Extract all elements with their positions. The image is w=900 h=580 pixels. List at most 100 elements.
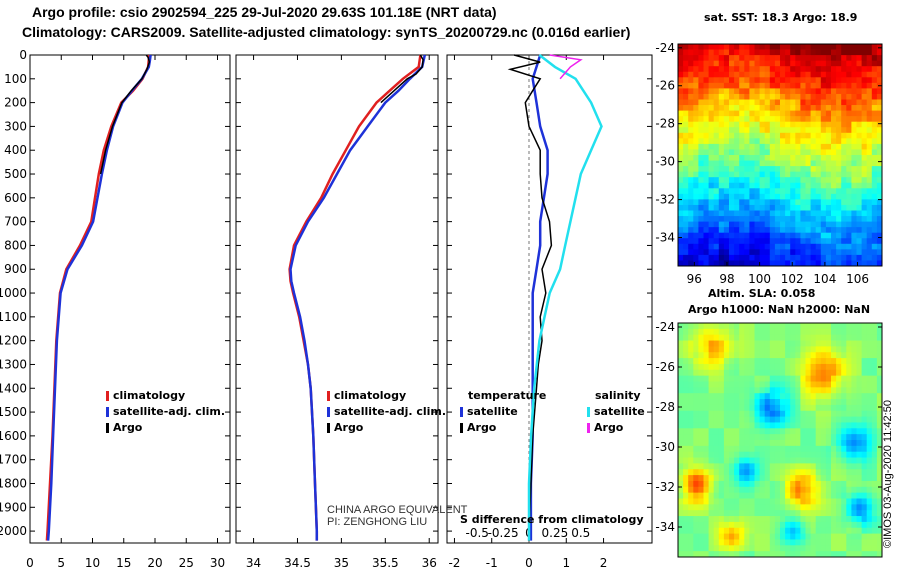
sst-map-cell — [769, 105, 776, 111]
sla-map-cell — [831, 410, 837, 417]
sst-map-cell — [866, 238, 873, 245]
sst-map-cell — [744, 193, 750, 200]
sla-map-cell — [825, 504, 832, 511]
sla-map-cell — [785, 486, 791, 494]
sst-map-cell — [805, 254, 811, 261]
sst-map-cell — [790, 116, 796, 123]
sla-map-cell — [820, 369, 827, 377]
sst-map-cell — [744, 121, 750, 128]
sla-map-cell — [693, 498, 699, 505]
sst-map-cell — [795, 66, 801, 73]
sst-map-cell — [795, 243, 801, 250]
sla-map-cell — [836, 445, 842, 453]
sst-map-cell — [815, 210, 822, 217]
sla-map-cell — [846, 469, 852, 476]
sst-map-cell — [856, 216, 862, 222]
sst-map-cell — [861, 254, 868, 261]
sla-map-cell — [764, 504, 771, 511]
sla-map-cell — [836, 480, 842, 488]
sst-map-cell — [678, 138, 684, 145]
sla-map-cell — [876, 428, 883, 435]
sst-map-cell — [836, 182, 842, 189]
sla-map-cell — [723, 358, 730, 365]
sst-map-cell — [825, 193, 832, 200]
sst-map-cell — [785, 49, 791, 56]
sla-map-cell — [866, 527, 873, 534]
sst-map-cell — [769, 121, 776, 128]
sla-map-cell — [718, 504, 725, 511]
sla-map-cell — [729, 352, 735, 359]
sst-map-cell — [851, 66, 857, 73]
sst-map-cell — [810, 177, 817, 184]
sla-map-cell — [861, 416, 868, 423]
sla-map-cell — [810, 545, 817, 552]
sst-map-cell — [836, 110, 842, 117]
sla-map-cell — [856, 346, 862, 353]
sla-map-cell — [678, 387, 684, 394]
sla-map-cell — [698, 480, 704, 488]
sla-map-cell — [774, 352, 781, 359]
sla-map-cell — [683, 428, 689, 435]
sst-map-cell — [734, 71, 740, 78]
sst-map-cell — [723, 160, 730, 167]
sst-map-cell — [785, 105, 791, 111]
sst-map-cell — [820, 66, 827, 73]
sst-map-cell — [836, 155, 842, 161]
sla-map-cell — [825, 375, 832, 382]
sla-map-cell — [688, 533, 694, 540]
sst-map-cell — [683, 204, 689, 211]
sst-map-cell — [785, 143, 791, 150]
sla-map-cell — [723, 363, 730, 371]
sst-map-cell — [739, 82, 745, 89]
sla-map-cell — [800, 352, 806, 359]
sst-map-cell — [713, 171, 720, 178]
sla-map-cell — [831, 545, 837, 552]
sla-map-cell — [871, 480, 878, 488]
sla-map-cell — [713, 358, 720, 365]
diff-legend-sal-argo: Argo — [594, 421, 624, 434]
sst-map-cell — [754, 177, 760, 184]
sla-map-cell — [841, 486, 847, 494]
sst-map-cell — [820, 110, 827, 117]
sla-map-cell — [708, 375, 715, 382]
sla-map-cell — [744, 480, 750, 488]
sst-map-cell — [810, 260, 817, 267]
sla-map-cell — [876, 399, 883, 406]
sla-map-cell — [790, 422, 796, 429]
sst-map-cell — [723, 143, 730, 150]
x-tick-label: 2 — [600, 556, 608, 570]
sla-map-cell — [790, 551, 796, 558]
depth-tick-label: 1000 — [0, 286, 27, 300]
sst-map-cell — [698, 60, 704, 67]
sla-map-cell — [856, 498, 862, 505]
sst-map-cell — [825, 93, 832, 100]
sst-map-cell — [876, 44, 883, 50]
sst-map-cell — [800, 193, 806, 200]
sst-map-cell — [754, 143, 760, 150]
sla-map-cell — [708, 323, 715, 330]
sla-map-cell — [780, 404, 786, 412]
sst-map-cell — [866, 71, 873, 78]
sst-map-cell — [764, 254, 771, 261]
sst-map-cell — [851, 116, 857, 123]
sst-map-cell — [713, 232, 720, 239]
sla-map-cell — [749, 404, 755, 412]
sst-map-cell — [718, 232, 725, 239]
sst-map-cell — [683, 160, 689, 167]
sla-map-cell — [800, 498, 806, 505]
sst-map-cell — [764, 199, 771, 206]
sla-map-cell — [764, 533, 771, 540]
series-line-salinity-satellite — [527, 54, 603, 541]
sla-map-cell — [815, 545, 822, 552]
sst-map-cell — [800, 238, 806, 245]
sla-map-cell — [729, 451, 735, 458]
sst-map-cell — [841, 238, 847, 245]
sst-map-cell — [805, 99, 811, 106]
sst-map-cell — [764, 60, 771, 67]
sst-map-cell — [785, 116, 791, 123]
sla-map-cell — [805, 399, 811, 406]
sst-map-cell — [795, 82, 801, 89]
sla-map-cell — [734, 381, 740, 388]
sst-map-cell — [734, 177, 740, 184]
sst-map-cell — [749, 193, 755, 200]
